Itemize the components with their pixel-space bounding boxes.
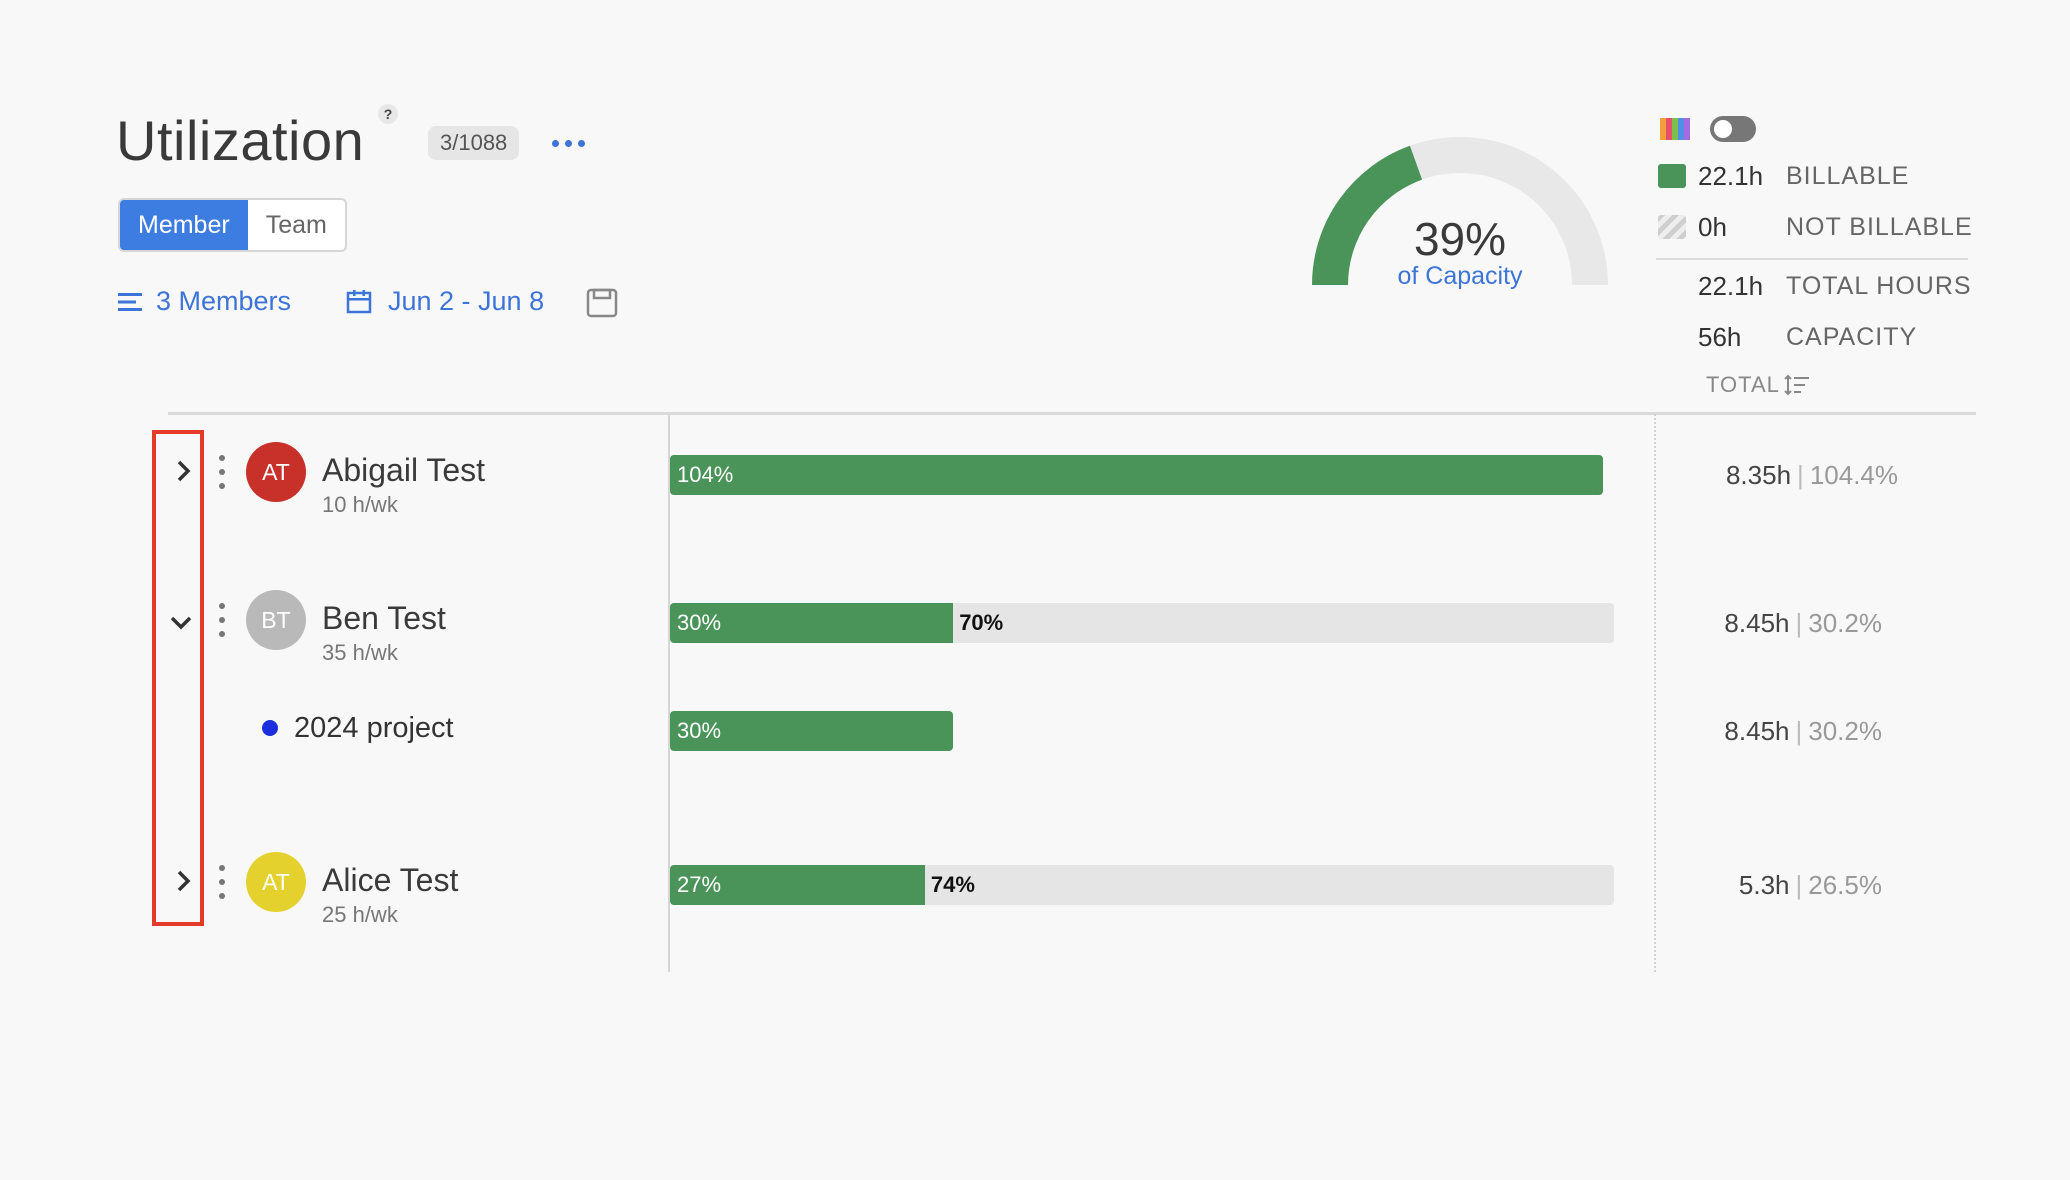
row-menu-icon[interactable] [218,865,226,901]
total-hours-summary: 22.1h TOTAL HOURS [1698,269,1972,303]
utilization-bar[interactable]: 27% 74% [670,865,1614,905]
capacity-gauge [1312,137,1608,286]
capacity-value: 56h [1698,321,1742,352]
row-total-hours: 5.3h [1738,870,1790,900]
row-total-hours: 8.35h [1725,460,1792,490]
utilization-bar-fill: 30% [670,603,954,643]
avatar: AT [246,442,306,502]
not-billable-label: NOT BILLABLE [1786,212,1973,241]
date-range-label: Jun 2 - Jun 8 [388,286,545,316]
utilization-bar[interactable]: 30% 70% [670,603,1614,643]
member-hours-per-week: 25 h/wk [322,902,398,927]
utilization-bar-label: 104% [677,462,734,487]
members-filter-label: 3 Members [156,286,292,316]
member-view-button[interactable]: Member [120,200,248,250]
row-menu-icon[interactable] [218,455,226,491]
avatar: AT [246,852,306,912]
utilization-bar-label: 30% [677,610,722,635]
capacity-line [1654,414,1656,972]
help-icon[interactable]: ? [378,104,398,124]
utilization-bar-fill: 27% [670,865,925,905]
chevron-right-icon[interactable] [171,868,197,894]
more-options-icon[interactable] [552,128,586,158]
billable-swatch-icon [1658,164,1686,188]
total-hours-label: TOTAL HOURS [1786,271,1972,300]
remaining-capacity-label: 74% [930,872,975,897]
utilization-bar-label: 27% [677,872,722,897]
member-name[interactable]: Alice Test [322,862,459,898]
utilization-bar-label: 30% [677,718,722,743]
bar-baseline [668,414,670,972]
page-title: Utilization [116,109,365,172]
utilization-bar[interactable]: 104% [670,455,1603,495]
row-total-percent: 30.2% [1808,608,1882,638]
capacity-caption: of Capacity [1397,262,1523,290]
member-hours-per-week: 35 h/wk [322,640,398,665]
list-filter-icon [118,292,142,311]
member-name[interactable]: Ben Test [322,600,446,636]
sort-icon [1784,374,1809,396]
row-menu-icon[interactable] [218,603,226,639]
chevron-down-icon[interactable] [168,610,194,636]
date-range-picker[interactable]: Jun 2 - Jun 8 [346,286,544,317]
calendar-icon [346,289,372,313]
table-header-divider [168,412,1976,415]
expand-toggles-highlight [152,430,204,926]
billable-value: 22.1h [1698,160,1764,191]
total-sort-header[interactable]: TOTAL [1706,372,1810,398]
utilization-bar-fill: 104% [670,455,1603,495]
row-total-hours: 8.45h [1724,716,1790,746]
row-total: 8.35h | 104.4% [1725,460,1898,490]
count-badge: 3/1088 [428,126,520,160]
capacity-summary: 56h CAPACITY [1698,320,1917,354]
not-billable-summary: 0h NOT BILLABLE [1658,210,1973,244]
total-hours-value: 22.1h [1698,270,1764,301]
view-toggle: Member Team [118,198,347,252]
billable-label: BILLABLE [1786,161,1910,190]
billable-summary: 22.1h BILLABLE [1658,159,1909,193]
avatar: BT [246,590,306,650]
team-view-button[interactable]: Team [265,211,327,239]
capacity-label: CAPACITY [1786,322,1918,351]
member-hours-per-week: 10 h/wk [322,492,398,517]
not-billable-swatch-icon [1658,215,1686,239]
save-icon[interactable] [586,288,618,318]
capacity-percent: 39% [1413,213,1507,265]
utilization-bar-fill[interactable]: 30% [670,711,954,751]
color-palette-icon[interactable] [1660,118,1690,145]
row-total: 8.45h | 30.2% [1724,608,1882,638]
row-total-percent: 104.4% [1809,460,1898,490]
row-total-percent: 30.2% [1808,716,1882,746]
row-total-percent: 26.5% [1808,870,1882,900]
remaining-capacity-label: 70% [959,610,1004,635]
summary-divider [1656,258,1968,260]
row-total: 5.3h | 26.5% [1738,870,1882,900]
not-billable-value: 0h [1698,211,1727,242]
project-color-dot [262,720,278,736]
member-name[interactable]: Abigail Test [322,452,486,488]
color-mode-toggle[interactable] [1710,116,1756,142]
chevron-right-icon[interactable] [171,458,197,484]
total-sort-label: TOTAL [1706,372,1780,397]
row-total: 8.45h | 30.2% [1724,716,1882,746]
row-total-hours: 8.45h [1724,608,1790,638]
project-name[interactable]: 2024 project [294,712,454,744]
members-filter[interactable]: 3 Members [118,286,291,317]
